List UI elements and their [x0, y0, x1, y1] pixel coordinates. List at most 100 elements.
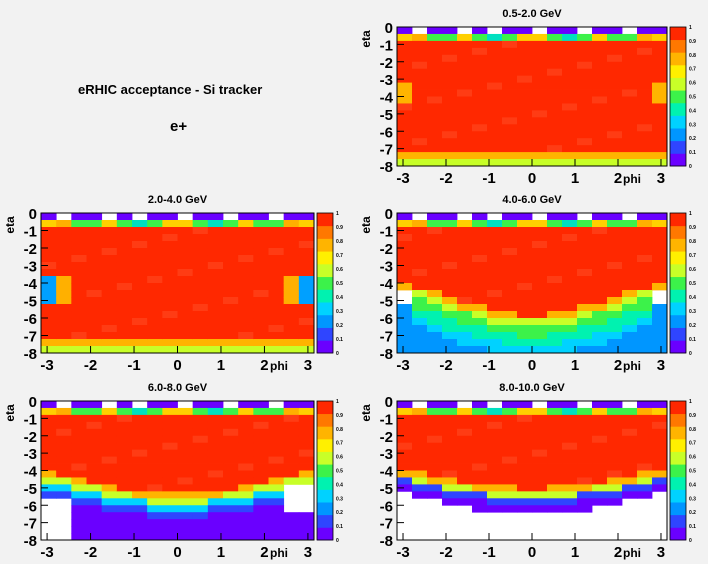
heatmap-cell	[517, 318, 533, 326]
heatmap-cell	[71, 414, 87, 423]
heatmap-cell	[298, 325, 315, 333]
heatmap-cell	[147, 449, 163, 457]
heatmap-cell	[412, 248, 428, 256]
heatmap-cell	[562, 33, 578, 42]
heatmap-cell	[592, 68, 608, 77]
heatmap-cell	[177, 491, 194, 499]
heatmap-cell	[132, 346, 148, 354]
y-axis-label: eta	[3, 216, 17, 234]
heatmap-cell	[607, 248, 623, 256]
heatmap-cell	[41, 297, 57, 305]
heatmap-cell	[502, 124, 518, 132]
heatmap-cell	[457, 124, 473, 132]
heatmap-cell	[427, 421, 443, 430]
heatmap-cell	[192, 234, 209, 242]
heatmap-cell	[192, 470, 209, 478]
heatmap-cell	[487, 89, 503, 97]
heatmap-cell	[517, 96, 533, 104]
heatmap-cell	[577, 61, 593, 70]
heatmap-cell	[547, 498, 563, 506]
heatmap-cell	[192, 304, 209, 312]
heatmap-cell	[268, 498, 285, 506]
heatmap-cell	[162, 248, 178, 256]
heatmap-cell	[592, 220, 608, 228]
heatmap-cell	[517, 145, 533, 153]
heatmap-cell	[298, 304, 315, 312]
heatmap-cell	[562, 346, 578, 354]
heatmap-cell	[457, 47, 473, 56]
heatmap-cell	[562, 110, 578, 118]
heatmap-cell	[41, 304, 57, 312]
heatmap-cell	[562, 227, 578, 235]
heatmap-cell	[517, 117, 533, 125]
heatmap-cell	[41, 311, 57, 319]
heatmap-cell	[652, 407, 668, 416]
colorbar-segment	[317, 527, 333, 541]
heatmap-cell	[472, 346, 488, 354]
heatmap-cell	[162, 290, 178, 298]
heatmap-cell	[238, 255, 254, 263]
heatmap-cell	[192, 220, 209, 228]
heatmap-cell	[442, 304, 458, 312]
heatmap-cell	[607, 82, 623, 90]
heatmap-cell	[637, 262, 653, 270]
heatmap-cell	[622, 428, 638, 437]
heatmap-cell	[457, 311, 473, 319]
colorbar-tick-label: 0.3	[689, 309, 696, 315]
heatmap-cell	[412, 449, 428, 457]
heatmap-cell	[101, 318, 118, 326]
heatmap-cell	[487, 61, 503, 70]
heatmap-cell	[86, 491, 103, 499]
heatmap-cell	[652, 339, 668, 347]
heatmap-cell	[532, 311, 548, 319]
heatmap-cell	[101, 276, 118, 284]
heatmap-cell	[562, 234, 578, 242]
heatmap-cell	[637, 449, 653, 457]
colorbar-segment	[670, 426, 686, 440]
heatmap-cell	[207, 407, 224, 416]
heatmap-cell	[162, 442, 178, 451]
x-tick-label: -2	[439, 170, 452, 187]
colorbar-tick-label: 0.2	[689, 323, 696, 329]
heatmap-cell	[547, 297, 563, 305]
heatmap-cell	[532, 414, 548, 423]
heatmap-cell	[532, 131, 548, 139]
heatmap-cell	[116, 477, 133, 485]
heatmap-cell	[268, 311, 285, 319]
heatmap-cell	[101, 414, 118, 423]
heatmap-cell	[592, 414, 608, 423]
heatmap-cell	[223, 498, 239, 506]
heatmap-cell	[162, 255, 178, 263]
heatmap-cell	[652, 54, 668, 63]
colorbar-tick-label: 0.3	[336, 496, 343, 502]
heatmap-cell	[101, 283, 118, 291]
y-tick-label: -4	[24, 276, 38, 293]
heatmap-cell	[283, 332, 300, 340]
heatmap-cell	[487, 68, 503, 77]
heatmap-cell	[298, 276, 315, 284]
heatmap-cell	[592, 61, 608, 70]
heatmap-cell	[607, 159, 623, 167]
heatmap-cell	[577, 75, 593, 83]
heatmap-cell	[253, 304, 269, 312]
heatmap-cell	[532, 96, 548, 104]
heatmap-cell	[268, 290, 285, 298]
heatmap-cell	[207, 325, 224, 333]
colorbar-tick-label: 0.3	[689, 122, 696, 128]
heatmap-cell	[207, 234, 224, 242]
heatmap-cell	[457, 318, 473, 326]
heatmap-cell	[577, 138, 593, 146]
heatmap-cell	[577, 255, 593, 263]
colorbar-segment	[317, 225, 333, 239]
heatmap-cell	[71, 339, 87, 347]
y-tick-label: 0	[385, 20, 393, 37]
heatmap-cell	[532, 68, 548, 77]
heatmap-cell	[622, 220, 638, 228]
heatmap-cell	[442, 407, 458, 416]
y-tick-label: -1	[380, 37, 393, 54]
heatmap-cell	[147, 290, 163, 298]
heatmap-cell	[457, 68, 473, 77]
heatmap-cell	[592, 75, 608, 83]
panel-title: 6.0-8.0 GeV	[148, 382, 208, 394]
heatmap-cell	[502, 414, 518, 423]
